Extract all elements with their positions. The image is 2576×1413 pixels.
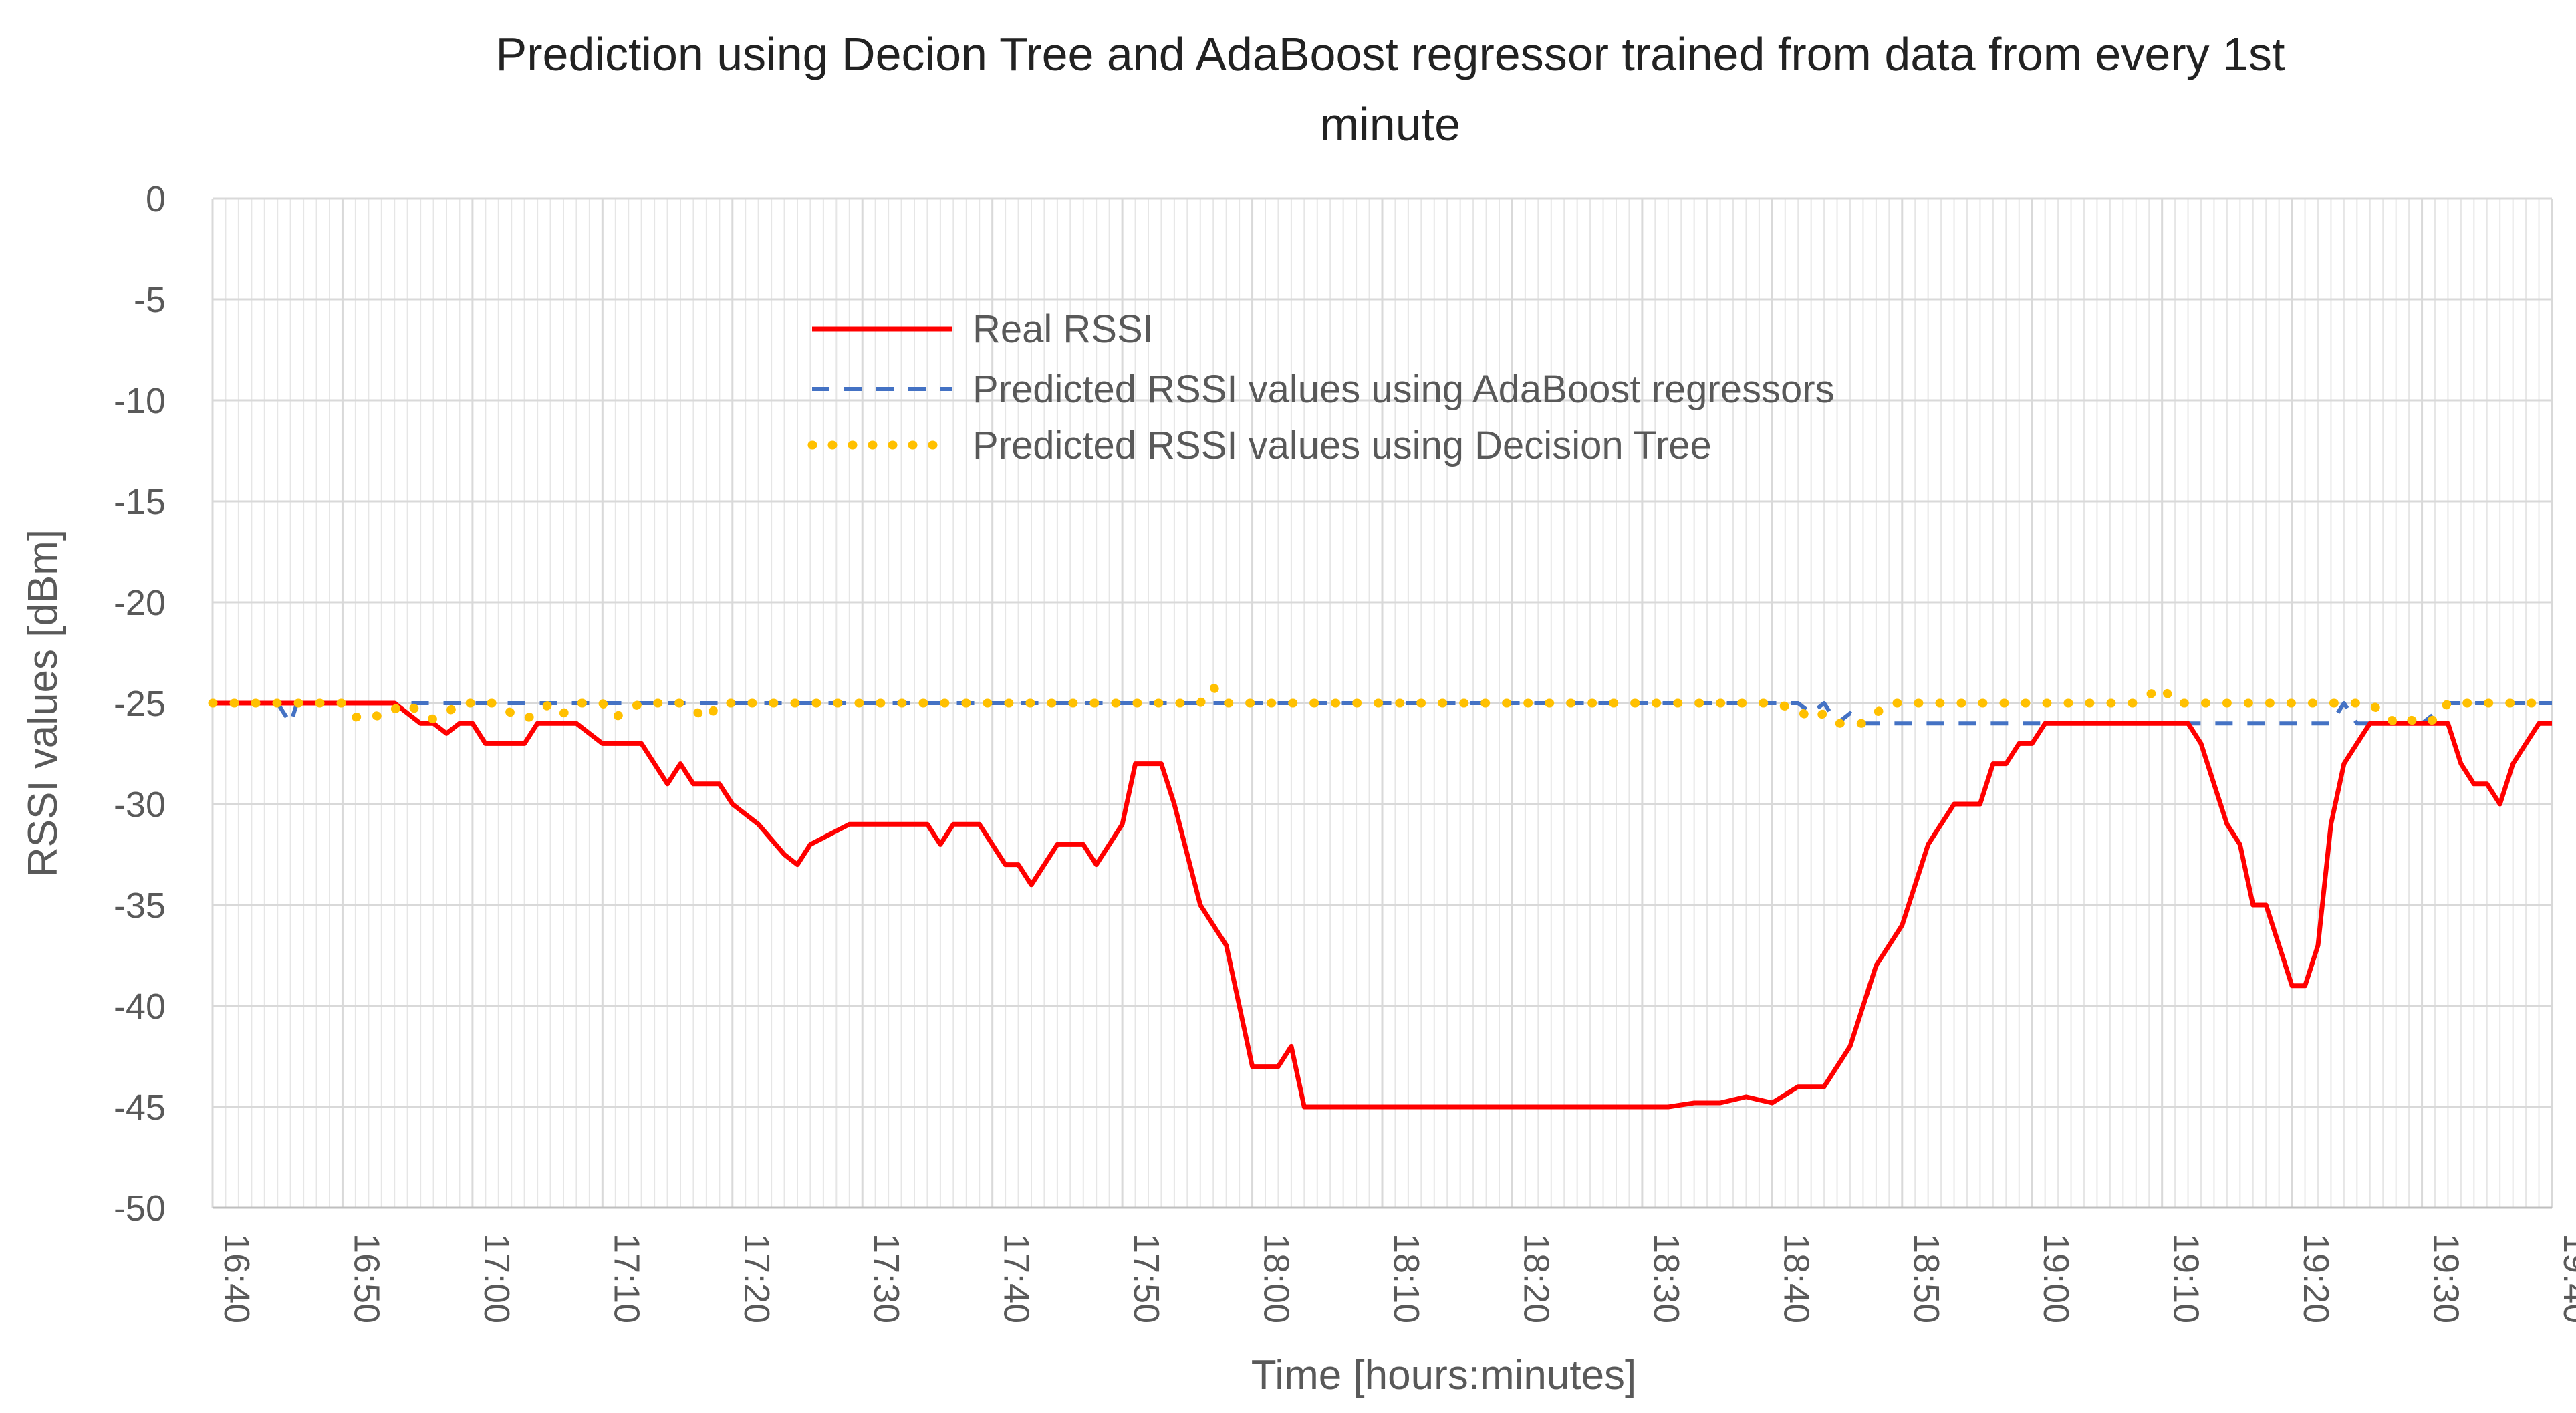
y-tick-label: -5	[134, 280, 166, 320]
y-axis-tick-labels: 0 -5 -10 -15 -20 -25 -30 -35 -40 -45 -50	[114, 179, 166, 1229]
x-tick-label: 17:00	[477, 1233, 517, 1323]
x-tick-label: 19:20	[2296, 1233, 2336, 1323]
y-tick-label: -40	[114, 987, 166, 1027]
x-tick-label: 17:40	[997, 1233, 1037, 1323]
legend-label-real-rssi: Real RSSI	[973, 307, 1154, 351]
x-tick-label: 18:40	[1776, 1233, 1816, 1323]
chart-title-line-2: minute	[1320, 98, 1460, 150]
x-tick-label: 18:00	[1257, 1233, 1297, 1323]
legend-label-adaboost: Predicted RSSI values using AdaBoost reg…	[973, 368, 1835, 411]
y-tick-label: -20	[114, 583, 166, 623]
x-tick-label: 19:00	[2036, 1233, 2076, 1323]
x-tick-label: 17:50	[1126, 1233, 1166, 1323]
y-tick-label: -50	[114, 1188, 166, 1229]
x-tick-label: 19:30	[2426, 1233, 2466, 1323]
x-tick-label: 18:30	[1646, 1233, 1686, 1323]
x-axis-label: Time [hours:minutes]	[1251, 1352, 1637, 1398]
x-tick-label: 17:10	[606, 1233, 646, 1323]
series-layer	[208, 682, 2557, 1110]
y-tick-label: 0	[146, 179, 166, 219]
y-axis-label: RSSI values [dBm]	[20, 529, 66, 877]
x-tick-label: 18:20	[1516, 1233, 1556, 1323]
legend: Real RSSI Predicted RSSI values using Ad…	[807, 307, 1835, 467]
x-tick-label: 19:40	[2556, 1233, 2576, 1323]
x-tick-label: 18:10	[1386, 1233, 1426, 1323]
y-tick-label: -25	[114, 684, 166, 724]
y-tick-label: -45	[114, 1087, 166, 1128]
x-tick-label: 18:50	[1906, 1233, 1946, 1323]
x-tick-label: 17:20	[737, 1233, 777, 1323]
legend-label-decision-tree: Predicted RSSI values using Decision Tre…	[973, 424, 1712, 467]
x-tick-label: 16:50	[346, 1233, 386, 1323]
chart-title-line-1: Prediction using Decion Tree and AdaBoos…	[496, 28, 2285, 80]
x-tick-label: 17:30	[866, 1233, 906, 1323]
x-axis-tick-labels: 16:40 16:50 17:00 17:10 17:20 17:30 17:40 17:50…	[217, 1233, 2576, 1323]
x-tick-label: 16:40	[217, 1233, 257, 1323]
y-tick-label: -35	[114, 886, 166, 926]
y-tick-label: -30	[114, 785, 166, 825]
y-tick-label: -15	[114, 482, 166, 522]
series-line-real-rssi	[213, 700, 2552, 1110]
x-tick-label: 19:10	[2166, 1233, 2206, 1323]
y-tick-label: -10	[114, 381, 166, 421]
